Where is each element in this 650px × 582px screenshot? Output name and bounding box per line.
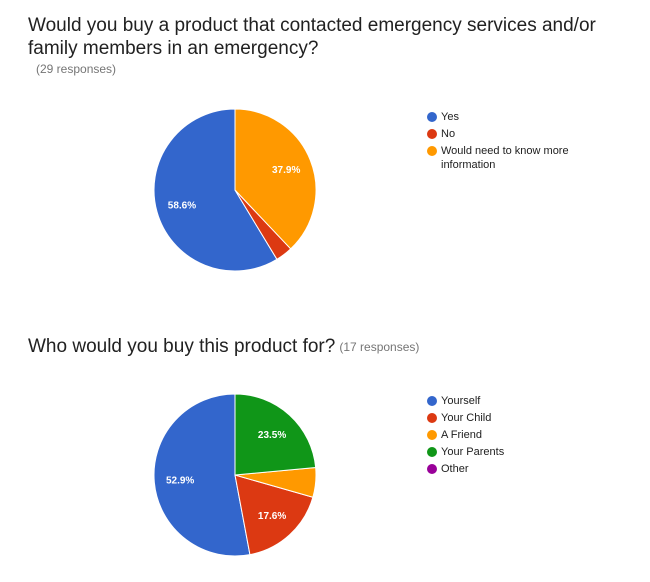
slice-label-your-parents: 23.5% — [258, 430, 286, 441]
pie-slice-your-parents — [234, 393, 317, 476]
legend-label: Other — [441, 463, 469, 475]
legend-label: Yes — [441, 111, 459, 123]
legend-label: Yourself — [441, 395, 481, 407]
legend-swatch — [427, 396, 437, 406]
pie-slice-yes — [153, 108, 278, 272]
pie-chart: 58.6% 37.9% — [153, 108, 317, 272]
legend-item-yourself: Yourself — [427, 394, 627, 408]
legend-swatch — [427, 146, 437, 156]
slice-label-yourself: 52.9% — [166, 476, 194, 487]
legend-swatch — [427, 430, 437, 440]
legend-swatch — [427, 129, 437, 139]
legend-swatch — [427, 112, 437, 122]
pie-slice-would-need-to-know-more-information — [234, 108, 317, 250]
slice-label-yes: 58.6% — [168, 200, 196, 211]
legend-swatch — [427, 447, 437, 457]
legend-item-your-parents: Your Parents — [427, 445, 627, 459]
legend-item-no: No — [427, 127, 627, 141]
legend-item-a-friend: A Friend — [427, 428, 627, 442]
pie-chart: 52.9% 17.6% 23.5% — [153, 393, 317, 557]
slice-label-your-child: 17.6% — [258, 511, 286, 522]
chart-legend: Yes No Would need to know more information — [427, 110, 627, 175]
legend-label: Would need to know more information — [441, 145, 569, 171]
legend-item-other: Other — [427, 462, 627, 476]
legend-swatch — [427, 413, 437, 423]
legend-item-would-need-to-know-more-information: Would need to know more information — [427, 144, 627, 172]
slice-label-would-need-to-know-more-information: 37.9% — [272, 165, 300, 176]
pie-slice-yourself — [153, 393, 251, 557]
legend-swatch — [427, 464, 437, 474]
pie-slice-your-child — [234, 474, 314, 556]
legend-item-your-child: Your Child — [427, 411, 627, 425]
response-count: (29 responses) — [36, 62, 117, 76]
legend-label: A Friend — [441, 429, 482, 441]
chart-legend: Yourself Your Child A Friend Your Parents Ot… — [427, 394, 627, 479]
legend-item-yes: Yes — [427, 110, 627, 124]
chart-card-buy-product: Would you buy a product that contacted e… — [28, 15, 627, 272]
legend-label: Your Parents — [441, 446, 505, 458]
legend-label: Your Child — [441, 412, 492, 424]
question-title: Who would you buy this product for? (17 r… — [28, 335, 419, 359]
legend-label: No — [441, 128, 456, 140]
question-text: Who would you buy this product for? — [28, 336, 336, 357]
response-count: (17 responses) — [339, 340, 420, 354]
question-title: Would you buy a product that contacted e… — [28, 15, 596, 59]
chart-card-buy-for: Who would you buy this product for? (17 r… — [0, 330, 650, 582]
